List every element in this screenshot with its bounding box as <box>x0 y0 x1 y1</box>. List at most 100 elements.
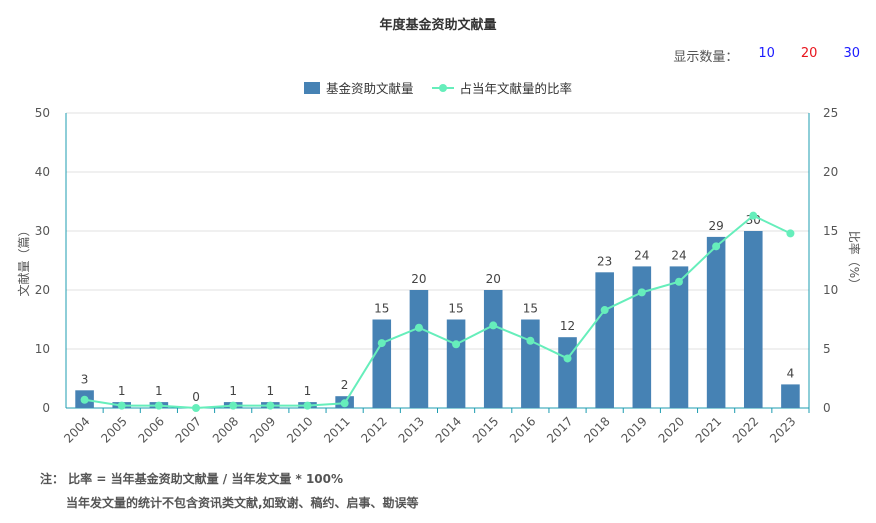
x-tick-label: 2006 <box>135 414 166 445</box>
bar-data-label: 3 <box>81 372 89 386</box>
ratio-point <box>452 340 461 349</box>
bar-data-label: 1 <box>267 384 275 398</box>
bar-data-label: 23 <box>597 254 612 268</box>
bar <box>632 266 652 408</box>
display-count-label: 显示数量： <box>673 50 739 65</box>
bar <box>446 319 466 408</box>
ratio-point <box>749 211 758 220</box>
bar <box>558 337 577 408</box>
ratio-line <box>84 214 791 410</box>
x-tick-label: 2005 <box>98 414 129 445</box>
bar-data-label: 1 <box>304 384 312 398</box>
bar <box>781 384 800 408</box>
bar-data-label: 0 <box>192 390 200 404</box>
bar-data-label: 20 <box>486 272 501 286</box>
ratio-point <box>712 242 721 251</box>
bar-data-label: 15 <box>448 302 463 316</box>
legend-label-line: 占当年文献量的比率 <box>459 81 573 96</box>
x-tick-label: 2016 <box>507 414 538 445</box>
footnote-ratio: 注： 比率 = 当年基金资助文献量 / 当年发文量 * 100% <box>40 472 344 486</box>
bar <box>372 319 392 408</box>
ratio-point <box>266 401 275 410</box>
x-tick-label: 2021 <box>693 414 724 445</box>
ratio-point <box>563 354 572 363</box>
x-tick-label: 2017 <box>544 414 575 445</box>
legend-line-swatch <box>431 82 454 94</box>
bar-data-label: 24 <box>671 248 686 262</box>
y-tick-label-left: 50 <box>35 106 50 120</box>
y-tick-label-left: 0 <box>42 401 50 415</box>
x-tick-label: 2008 <box>210 414 241 445</box>
x-tick-label: 2013 <box>396 414 427 445</box>
bar-data-label: 4 <box>787 366 795 380</box>
y-tick-label-right: 15 <box>823 224 838 238</box>
bar-data-label: 20 <box>411 272 426 286</box>
display-count-selector: 显示数量： 10 20 30 <box>673 46 866 65</box>
bar-data-label: 1 <box>118 384 126 398</box>
y-tick-label-right: 10 <box>823 283 838 297</box>
ratio-point <box>192 404 201 412</box>
x-tick-label: 2012 <box>358 414 389 445</box>
ratio-point <box>80 395 89 404</box>
legend-item-bar[interactable]: 基金资助文献量 <box>303 78 414 97</box>
ratio-point <box>600 306 609 315</box>
y-tick-label-left: 30 <box>35 224 50 238</box>
ratio-point <box>637 288 646 297</box>
x-tick-label: 2018 <box>581 414 612 445</box>
x-tick-label: 2019 <box>618 414 649 445</box>
legend-bar-swatch <box>303 81 320 94</box>
bar <box>409 290 429 408</box>
ratio-point <box>489 321 498 330</box>
x-tick-label: 2004 <box>61 414 92 445</box>
ratio-point <box>526 336 535 345</box>
bar <box>706 236 726 408</box>
x-tick-label: 2020 <box>656 414 687 445</box>
x-tick-label: 2022 <box>730 414 761 445</box>
bar-data-label: 1 <box>229 384 237 398</box>
chart-legend: 基金资助文献量 占当年文献量的比率 <box>0 78 876 97</box>
bar <box>595 272 614 408</box>
y-tick-label-right: 5 <box>823 342 831 356</box>
display-count-option-20[interactable]: 20 <box>800 46 818 61</box>
ratio-point <box>303 401 312 410</box>
bar-data-label: 12 <box>560 319 575 333</box>
chart-title: 年度基金资助文献量 <box>379 18 497 33</box>
y-tick-label-right: 20 <box>823 165 838 179</box>
x-tick-label: 2007 <box>173 414 204 445</box>
y-tick-label-left: 20 <box>35 283 50 297</box>
ratio-point <box>117 401 126 410</box>
y-axis-title-left: 文献量（篇） <box>16 224 31 296</box>
x-tick-label: 2009 <box>247 414 278 445</box>
ratio-point <box>377 339 386 348</box>
y-tick-label-left: 10 <box>35 342 50 356</box>
x-tick-label: 2015 <box>470 414 501 445</box>
bar <box>521 319 540 408</box>
display-count-option-10[interactable]: 10 <box>758 46 775 61</box>
ratio-point <box>340 399 349 408</box>
y-tick-label-right: 0 <box>823 401 831 415</box>
bar-data-label: 2 <box>341 378 349 392</box>
bar-data-label: 1 <box>155 384 163 398</box>
ratio-point <box>674 277 683 286</box>
ratio-point <box>414 323 423 332</box>
bar-data-label: 15 <box>523 302 538 316</box>
bar-data-label: 24 <box>634 248 649 262</box>
x-tick-label: 2011 <box>321 414 352 445</box>
y-axis-title-right: 比率（%） <box>847 231 862 290</box>
x-tick-label: 2023 <box>767 414 798 445</box>
display-count-option-30[interactable]: 30 <box>843 46 860 61</box>
x-tick-label: 2014 <box>433 414 464 445</box>
legend-item-line[interactable]: 占当年文献量的比率 <box>431 78 573 97</box>
ratio-point <box>154 401 163 410</box>
bar <box>669 266 689 408</box>
x-tick-label: 2010 <box>284 414 315 445</box>
footnote-exclusion: 当年发文量的统计不包含资讯类文献,如致谢、稿约、启事、勘误等 <box>66 496 419 510</box>
y-tick-label-left: 40 <box>35 165 50 179</box>
ratio-point <box>786 229 795 238</box>
bar-data-label: 15 <box>374 302 389 316</box>
bar <box>483 290 503 408</box>
ratio-point <box>229 401 238 410</box>
bar <box>743 231 763 408</box>
legend-label-bar: 基金资助文献量 <box>325 81 414 96</box>
